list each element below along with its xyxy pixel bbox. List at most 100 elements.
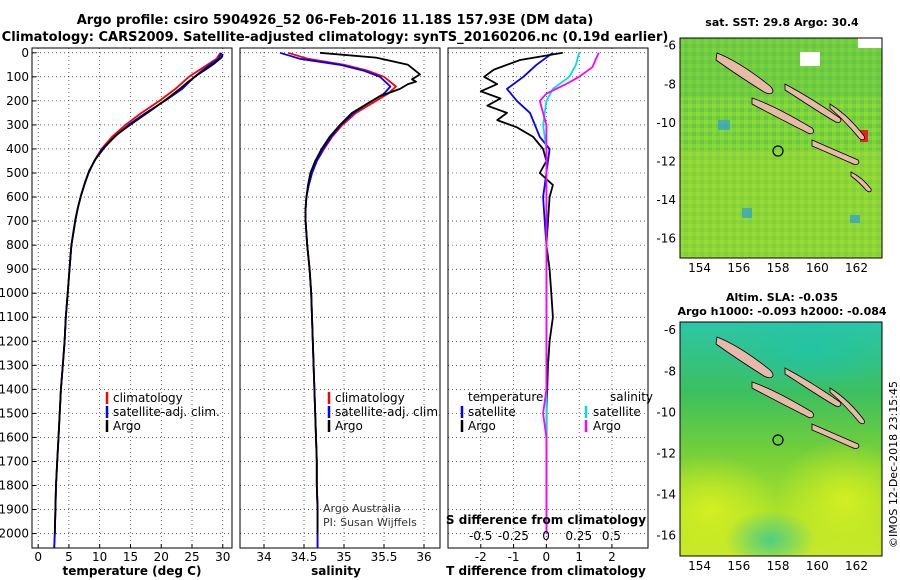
map-x-tick-label: 156 xyxy=(727,261,750,275)
x2-tick-label: 0.25 xyxy=(565,529,592,543)
x-tick-label: 0 xyxy=(543,550,551,564)
y-tick-label: 100 xyxy=(6,70,29,84)
sst-no-data xyxy=(858,38,882,48)
x-tick-label: 1 xyxy=(575,550,583,564)
legend-header-temperature: temperature xyxy=(468,390,543,404)
credit-argo-australia: Argo Australia xyxy=(323,502,401,515)
x-tick-label: 15 xyxy=(123,550,138,564)
x-tick-label: 25 xyxy=(184,550,199,564)
map-x-tick-label: 162 xyxy=(845,261,868,275)
x-tick-label: 2 xyxy=(608,550,616,564)
x-tick-label: 30 xyxy=(215,550,230,564)
y-tick-label: 1000 xyxy=(0,286,29,300)
y-tick-label: 1800 xyxy=(0,479,29,493)
map-y-tick-label: -14 xyxy=(656,193,676,207)
credit-pi: PI: Susan Wijffels xyxy=(323,516,417,529)
y-tick-label: 300 xyxy=(6,118,29,132)
series-line-argo xyxy=(53,53,224,534)
x-tick-label: 0 xyxy=(34,550,42,564)
series-line-satellite-adj-clim- xyxy=(53,52,223,549)
y-tick-label: 800 xyxy=(6,238,29,252)
y-tick-label: 400 xyxy=(6,142,29,156)
sst-cool-patch xyxy=(742,208,752,218)
t-difference-xlabel: T difference from climatology xyxy=(446,564,646,578)
x-tick-label: 34.5 xyxy=(291,550,318,564)
y-tick-label: 900 xyxy=(6,262,29,276)
island-choiseul-isabel xyxy=(751,381,814,419)
sst-map-frame xyxy=(679,37,883,259)
difference-plot-frame xyxy=(447,47,649,549)
map-y-tick-label: -6 xyxy=(664,39,676,53)
x-tick-label: -2 xyxy=(475,550,487,564)
figure-subtitle: Climatology: CARS2009. Satellite-adjuste… xyxy=(1,30,669,45)
legend-label-climatology: climatology xyxy=(113,391,183,405)
sst-no-data xyxy=(800,52,820,66)
y-tick-label: 1600 xyxy=(0,430,29,444)
y-tick-label: 1900 xyxy=(0,503,29,517)
x-tick-label: 35 xyxy=(336,550,351,564)
imos-timestamp: ©IMOS 12-Dec-2018 23:15:45 xyxy=(887,381,900,548)
series-line-climatology xyxy=(53,52,222,549)
legend-label-satellite: satellite-adj. clim. xyxy=(113,405,220,419)
map-x-tick-label: 154 xyxy=(688,261,711,275)
island-bougainville xyxy=(715,336,774,378)
sla-map xyxy=(680,322,882,556)
sla-map-subtitle: Argo h1000: -0.093 h2000: -0.084 xyxy=(677,305,887,318)
sst-map-title: sat. SST: 29.8 Argo: 30.4 xyxy=(705,16,859,29)
sst-cool-patch xyxy=(718,120,730,130)
temperature-xlabel: temperature (deg C) xyxy=(63,564,202,578)
y-tick-label: 1300 xyxy=(0,358,29,372)
y-tick-label: 1100 xyxy=(0,310,29,324)
sst-field xyxy=(680,38,882,258)
island-guadalcanal xyxy=(811,423,860,449)
legend-label-s-satellite: satellite xyxy=(593,405,641,419)
sla-argo-marker xyxy=(772,434,784,446)
island-choiseul-isabel xyxy=(751,97,814,135)
legend-label-t-satellite: satellite xyxy=(468,405,516,419)
y-tick-label: 0 xyxy=(21,46,29,60)
map-x-tick-label: 158 xyxy=(767,559,790,573)
salinity-plot-frame xyxy=(239,47,441,549)
y-tick-label: 200 xyxy=(6,94,29,108)
y-tick-label: 500 xyxy=(6,166,29,180)
y-tick-label: 600 xyxy=(6,190,29,204)
series-line-t-satellite xyxy=(506,52,554,534)
x2-tick-label: 0.5 xyxy=(602,529,621,543)
sla-map-frame xyxy=(679,321,883,557)
series-line-satellite-adj-clim- xyxy=(279,51,392,548)
x-tick-label: -1 xyxy=(508,550,520,564)
island-new-georgia xyxy=(784,83,842,123)
sla-low xyxy=(725,510,815,556)
x-tick-label: 36 xyxy=(416,550,431,564)
x2-tick-label: 0 xyxy=(542,529,550,543)
sst-band xyxy=(680,150,882,258)
map-y-tick-label: -8 xyxy=(664,364,676,378)
salinity-legend: climatology satellite-adj. clim. Argo xyxy=(327,391,442,433)
x-tick-label: 20 xyxy=(154,550,169,564)
difference-legend: temperature salinity satellite Argo sate… xyxy=(460,390,653,433)
y-tick-label: 700 xyxy=(6,214,29,228)
map-y-tick-label: -10 xyxy=(656,405,676,419)
x2-tick-label: -0.5 xyxy=(469,529,492,543)
series-line-t-argo xyxy=(479,51,563,534)
legend-header-salinity: salinity xyxy=(610,390,653,404)
x-tick-label: 10 xyxy=(92,550,107,564)
map-x-tick-label: 154 xyxy=(688,559,711,573)
temperature-plot-frame xyxy=(31,47,233,549)
island-new-georgia xyxy=(784,367,842,407)
sst-map xyxy=(680,38,882,258)
island-bougainville xyxy=(715,52,774,94)
island-malaita xyxy=(829,387,865,425)
x-tick-label: 34 xyxy=(256,550,271,564)
map-x-tick-label: 160 xyxy=(806,261,829,275)
island-malaita xyxy=(829,103,865,141)
legend-label-climatology: climatology xyxy=(335,391,405,405)
map-y-tick-label: -6 xyxy=(664,323,676,337)
map-y-tick-label: -8 xyxy=(664,77,676,91)
figure-title: Argo profile: csiro 5904926_52 06-Feb-20… xyxy=(76,13,594,28)
legend-label-argo: Argo xyxy=(335,419,363,433)
map-y-tick-label: -16 xyxy=(656,232,676,246)
series-line-s-argo xyxy=(538,52,600,534)
series-line-argo xyxy=(304,51,421,534)
